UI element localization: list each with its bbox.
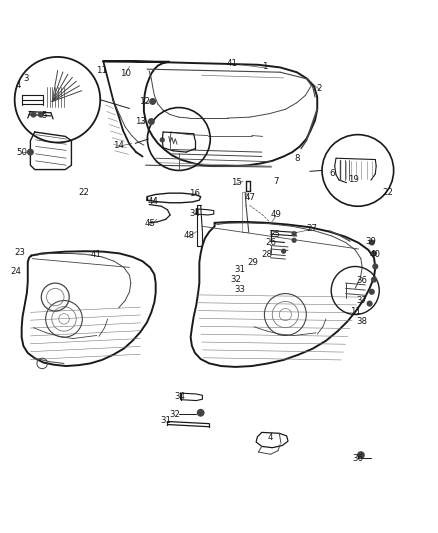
Text: 11: 11 [350,306,361,316]
Circle shape [148,118,155,125]
Text: 3: 3 [23,74,29,83]
Text: 11: 11 [95,66,106,75]
Text: 49: 49 [270,211,281,220]
Text: 14: 14 [113,141,124,150]
Text: 2: 2 [317,84,322,93]
Text: 15: 15 [231,178,242,187]
Text: 27: 27 [306,223,317,232]
Text: 50: 50 [16,148,27,157]
Text: 19: 19 [348,175,359,184]
Circle shape [27,149,34,156]
Circle shape [371,277,377,282]
Text: 23: 23 [15,248,26,257]
Text: 38: 38 [357,317,368,326]
Circle shape [291,238,297,243]
Text: 26: 26 [265,238,276,247]
Text: 45: 45 [145,219,155,228]
Text: 6: 6 [330,169,335,179]
Text: 40: 40 [370,250,381,259]
Text: 48: 48 [184,231,195,240]
Text: 34: 34 [174,392,185,401]
Text: 8: 8 [295,154,300,163]
Text: 10: 10 [120,69,131,78]
Text: 36: 36 [357,276,368,285]
Circle shape [371,251,377,256]
Text: 22: 22 [78,188,89,197]
Text: 41: 41 [226,59,237,68]
Circle shape [372,263,378,270]
Circle shape [369,289,375,295]
Text: 1: 1 [262,62,268,71]
Text: 4: 4 [268,433,273,442]
Circle shape [30,111,36,118]
Text: 4: 4 [15,81,21,90]
Text: 13: 13 [135,117,146,126]
Circle shape [159,138,165,142]
Text: 16: 16 [190,189,201,198]
Text: 36: 36 [352,454,364,463]
Text: 34: 34 [190,209,201,218]
Circle shape [281,248,286,254]
Text: 25: 25 [269,230,280,239]
Text: 47: 47 [244,193,255,202]
Text: 5: 5 [42,111,47,120]
Circle shape [357,451,365,459]
Text: 44: 44 [147,197,158,206]
Text: 33: 33 [234,285,245,294]
Circle shape [149,98,156,105]
Text: 41: 41 [90,250,101,259]
Text: 28: 28 [261,250,272,259]
Text: 12: 12 [139,97,150,106]
Circle shape [369,239,375,246]
Text: 29: 29 [247,257,258,266]
Circle shape [291,231,297,236]
Text: 32: 32 [170,409,181,418]
Text: 37: 37 [357,296,368,305]
Text: 7: 7 [273,177,279,186]
Text: 32: 32 [230,275,241,284]
Text: 22: 22 [382,188,393,197]
Circle shape [38,111,44,118]
Circle shape [197,409,205,417]
Text: 31: 31 [160,416,171,425]
Text: 24: 24 [11,267,21,276]
Circle shape [367,301,373,306]
Text: 39: 39 [365,237,376,246]
Text: 31: 31 [234,265,245,274]
